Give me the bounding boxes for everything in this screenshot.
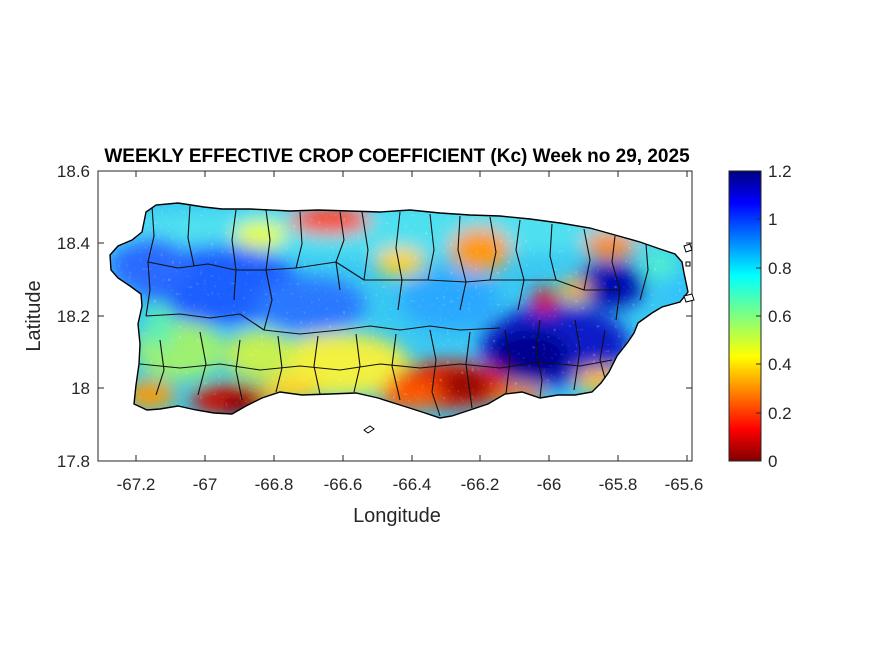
x-tick-label: -66.6 — [324, 475, 363, 494]
x-axis: -67.2 -67 -66.8 -66.6 -66.4 -66.2 -66 -6… — [98, 171, 703, 527]
colorbar-tick-label: 0 — [768, 452, 777, 471]
x-tick-label: -65.8 — [599, 475, 638, 494]
x-tick-label: -66 — [537, 475, 562, 494]
colorbar-tick-label: 1.2 — [768, 162, 792, 181]
colorbar-tick-label: 0.2 — [768, 404, 792, 423]
colorbar-gradient — [728, 170, 762, 462]
y-tick-label: 18.6 — [57, 162, 90, 181]
caja-de-muertos-island — [363, 425, 375, 434]
chart-title: WEEKLY EFFECTIVE CROP COEFFICIENT (Kc) W… — [104, 146, 690, 167]
colorbar: 1.2 1 0.8 0.6 0.4 0.2 0 — [728, 162, 792, 471]
kc-heatmap — [110, 203, 688, 418]
colorbar-tick-label: 0.4 — [768, 355, 792, 374]
municipal-boundaries — [139, 205, 649, 417]
x-tick-label: -66.2 — [461, 475, 500, 494]
x-tick-label: -67.2 — [117, 475, 156, 494]
x-tick-label: -67 — [193, 475, 218, 494]
y-tick-label: 18.2 — [57, 307, 90, 326]
colorbar-tick-label: 0.8 — [768, 259, 792, 278]
y-axis: 18.6 18.4 18.2 18 17.8 Latitude — [23, 162, 692, 471]
colorbar-tick-label: 0.6 — [768, 307, 792, 326]
y-tick-label: 17.8 — [57, 452, 90, 471]
colorbar-tick-label: 1 — [768, 210, 777, 229]
east-cays — [683, 243, 695, 303]
y-axis-label: Latitude — [23, 280, 45, 351]
x-tick-label: -66.8 — [255, 475, 294, 494]
island-outline — [109, 202, 689, 419]
y-tick-label: 18 — [71, 379, 90, 398]
y-tick-label: 18.4 — [57, 234, 90, 253]
x-axis-label: Longitude — [353, 505, 441, 527]
x-tick-label: -66.4 — [393, 475, 432, 494]
x-tick-label: -65.6 — [665, 475, 704, 494]
